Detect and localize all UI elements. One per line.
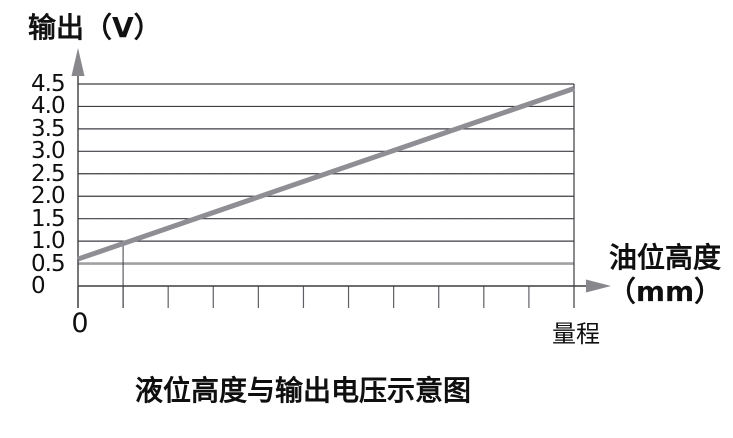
y-tick-label-4-5: 4.5 [31,71,66,97]
y-tick-label-3-5: 3.5 [31,115,66,142]
y-tick-label-4-0: 4.0 [31,93,66,120]
x-axis-title: 油位高度 （mm） [604,241,726,309]
y-axis-arrow-icon [71,48,85,76]
y-tick-label-2-5: 2.5 [31,160,66,187]
figure-caption: 液位高度与输出电压示意图 [134,374,471,407]
x-axis-arrow-icon [586,279,611,293]
y-tick-label-1-5: 1.5 [31,205,66,232]
y-tick-label-0: 0 [31,273,46,299]
x-tick-label-zero: 0 [71,308,89,339]
y-tick-label-0-5: 0.5 [31,250,66,277]
x-axis-title-name: 油位高度 [608,241,721,274]
y-tick-label-3-0: 3.0 [31,138,66,165]
y-tick-label-2-0: 2.0 [31,183,66,210]
data-line [77,86,575,262]
x-tick-label-fullscale: 量程 [552,320,600,348]
y-axis-title: 输出（V） [28,11,162,44]
y-tick-label-1-0: 1.0 [31,228,66,255]
x-axis-title-unit: （mm） [607,275,723,308]
